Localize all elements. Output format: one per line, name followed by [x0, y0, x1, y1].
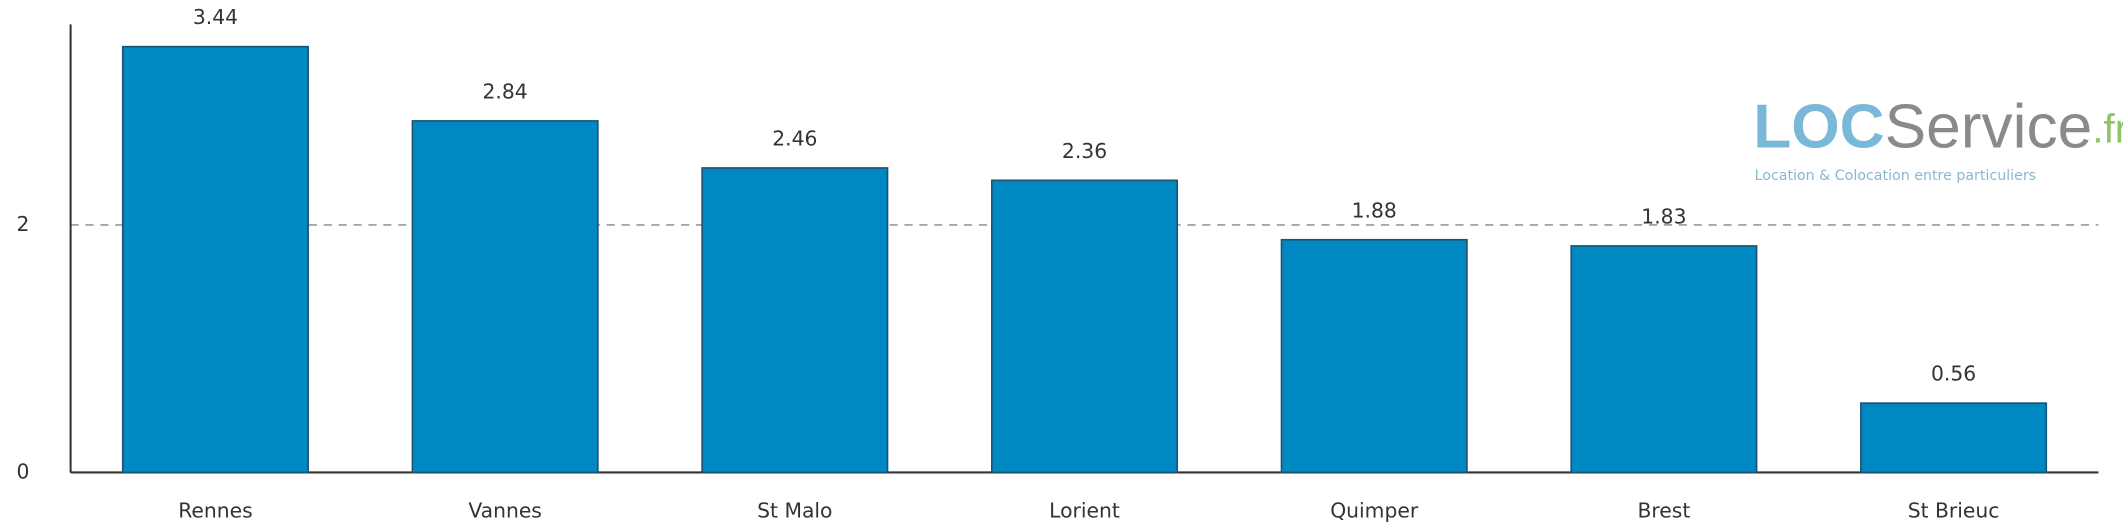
x-tick-label: Brest — [1637, 499, 1690, 523]
x-tick-label: St Brieuc — [1908, 499, 2000, 523]
logo-tld: .fr — [2092, 105, 2123, 151]
value-label: 2.84 — [483, 79, 528, 103]
value-label: 3.44 — [193, 5, 238, 29]
bar — [121, 45, 309, 474]
bar — [411, 120, 599, 474]
bar — [1860, 402, 2048, 474]
value-label: 1.83 — [1641, 204, 1686, 228]
bar — [1280, 238, 1468, 474]
value-label: 2.36 — [1062, 139, 1107, 163]
x-tick-label: St Malo — [757, 499, 832, 523]
bar — [990, 179, 1179, 474]
x-tick-label: Rennes — [178, 499, 252, 523]
y-tick-label: 2 — [16, 212, 29, 236]
y-tick-label: 0 — [16, 459, 29, 483]
bar — [701, 167, 889, 474]
x-tick-label: Lorient — [1049, 499, 1120, 523]
value-label: 0.56 — [1931, 362, 1976, 386]
logo-name: Service — [1885, 93, 2093, 162]
value-label: 2.46 — [772, 127, 817, 151]
x-tick-label: Quimper — [1330, 499, 1419, 523]
bar — [1570, 245, 1758, 474]
value-label: 1.88 — [1352, 198, 1397, 222]
logo-brand: LOC — [1753, 93, 1884, 162]
x-tick-label: Vannes — [468, 499, 542, 523]
logo-tagline: Location & Colocation entre particuliers — [1755, 168, 2037, 184]
logo: LOCService.fr — [1753, 93, 2123, 162]
